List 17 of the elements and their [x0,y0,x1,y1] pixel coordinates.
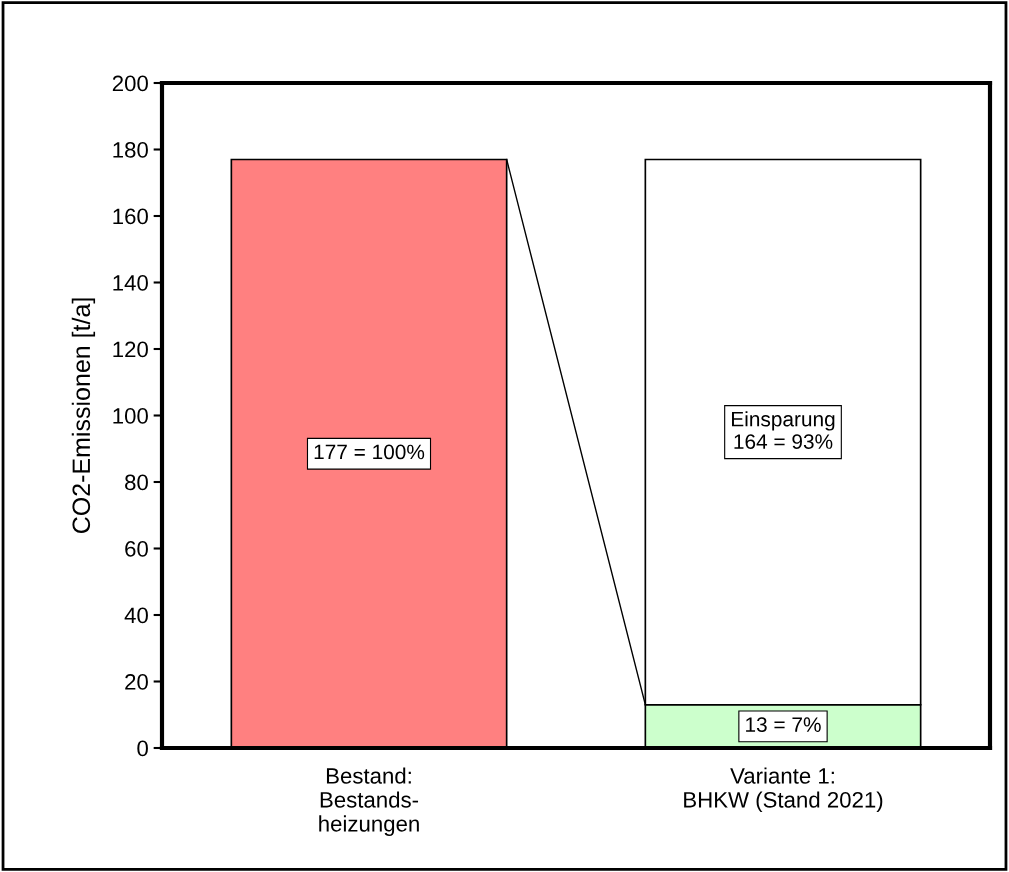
y-tick-label: 80 [125,474,148,491]
y-tick-label: 100 [113,408,148,424]
y-tick-label: 120 [113,341,148,358]
data-label: 13 = 7% [746,717,821,732]
y-tick-label: 40 [124,607,148,624]
x-tick-label: Variante 1: BHKW (Stand 2021) [684,767,883,813]
y-tick-label: 0 [137,740,148,757]
data-label: 177 = 100% [314,444,425,460]
x-tick-label: Bestand: Bestands- heizungen [319,767,419,837]
y-tick-label: 140 [113,275,148,291]
y-axis-title: CO2-Emissionen [t/a] [71,298,96,534]
y-tick-label: 20 [125,674,148,690]
data-label: Einsparung 164 = 93% [732,411,835,449]
y-tick-label: 200 [112,75,148,92]
y-tick-label: 160 [113,208,148,225]
y-tick-label: 60 [125,541,148,557]
y-tick-label: 180 [113,142,148,158]
